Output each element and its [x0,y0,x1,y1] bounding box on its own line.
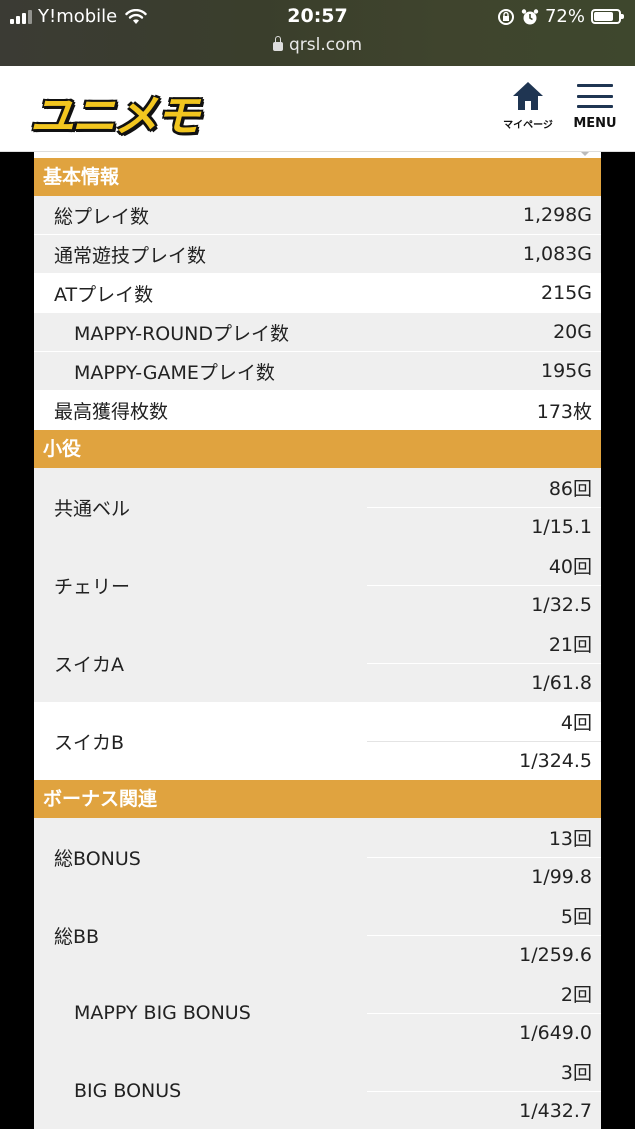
table-row: 最高獲得枚数 173枚 [34,391,601,430]
address-bar[interactable]: qrsl.com [0,35,635,55]
system-indicators: 72% [497,6,624,27]
row-value: 20G [553,321,592,343]
row-label: ATプレイ数 [54,283,154,306]
row-count: 3回 [367,1052,601,1092]
section-header-koyaku: 小役 [34,430,601,468]
row-probability: 1/32.5 [531,593,592,616]
table-row: チェリー 40回 1/32.5 [34,546,601,624]
logo-text: ユニメモ [30,91,200,142]
url-text: qrsl.com [288,35,363,55]
row-count: 86回 [367,468,601,508]
row-count: 4回 [367,702,601,742]
row-count: 13回 [367,818,601,858]
mypage-button[interactable]: マイページ [500,82,556,131]
row-value: 173枚 [536,400,592,423]
scroll-indicator [34,152,601,158]
wifi-icon [125,8,147,24]
carrier-name: Y!mobile [38,6,118,27]
site-header: ユニメモ マイページ MENU [0,66,635,152]
menu-button[interactable]: MENU [570,82,620,131]
row-label: BIG BONUS [74,1080,182,1102]
table-row: MAPPY BIG BONUS 2回 1/649.0 [34,974,601,1052]
row-value: 215G [541,282,592,304]
lock-icon [272,36,283,51]
menu-label: MENU [573,116,617,131]
section-header-basic: 基本情報 [34,158,601,196]
table-row: 通常遊技プレイ数 1,083G [34,235,601,274]
table-row: 総BB 5回 1/259.6 [34,896,601,974]
table-row: 総プレイ数 1,298G [34,196,601,235]
home-icon [511,82,545,112]
rotation-lock-icon [497,8,514,25]
row-count: 5回 [367,896,601,936]
row-probability: 1/61.8 [531,671,592,694]
row-label: MAPPY-GAMEプレイ数 [74,361,275,384]
row-label: チェリー [54,575,131,598]
row-label: 共通ベル [54,497,131,520]
section-header-bonus: ボーナス関連 [34,780,601,818]
status-bar: Y!mobile 20:57 72% qrsl.com [0,0,635,66]
row-label: 総プレイ数 [54,205,150,228]
row-probability: 1/324.5 [519,749,592,772]
row-label: 総BB [54,925,100,948]
row-probability: 1/649.0 [519,1021,592,1044]
row-label: スイカA [54,653,124,676]
site-logo[interactable]: ユニメモ [30,80,244,142]
row-value: 1,298G [522,204,592,226]
row-count: 40回 [367,546,601,586]
row-label: 通常遊技プレイ数 [54,244,207,267]
table-row: スイカA 21回 1/61.8 [34,624,601,702]
row-label: スイカB [54,731,125,754]
table-row: スイカB 4回 1/324.5 [34,702,601,780]
table-row: MAPPY-ROUNDプレイ数 20G [34,313,601,352]
table-row: ATプレイ数 215G [34,274,601,313]
table-row: 共通ベル 86回 1/15.1 [34,468,601,546]
row-label: MAPPY BIG BONUS [74,1002,251,1024]
data-panel: 基本情報 総プレイ数 1,298G 通常遊技プレイ数 1,083G ATプレイ数… [34,152,601,1129]
row-value: 195G [541,360,592,382]
row-label: 総BONUS [54,847,141,870]
row-probability: 1/432.7 [519,1099,592,1122]
clock: 20:57 [287,5,348,27]
row-value: 1,083G [522,243,592,265]
row-label: 最高獲得枚数 [54,400,169,423]
table-row: BIG BONUS 3回 1/432.7 [34,1052,601,1129]
battery-percent: 72% [544,6,585,27]
row-probability: 1/259.6 [519,943,592,966]
signal-icon [10,9,32,24]
alarm-icon [521,8,539,24]
battery-icon [591,9,624,24]
table-row: 総BONUS 13回 1/99.8 [34,818,601,896]
row-label: MAPPY-ROUNDプレイ数 [74,322,290,345]
row-count: 2回 [367,974,601,1014]
carrier-info: Y!mobile [10,6,147,27]
row-probability: 1/99.8 [531,865,592,888]
hamburger-icon [577,82,613,110]
table-row: MAPPY-GAMEプレイ数 195G [34,352,601,391]
row-count: 21回 [367,624,601,664]
mypage-label: マイページ [503,120,553,131]
row-probability: 1/15.1 [531,515,592,538]
